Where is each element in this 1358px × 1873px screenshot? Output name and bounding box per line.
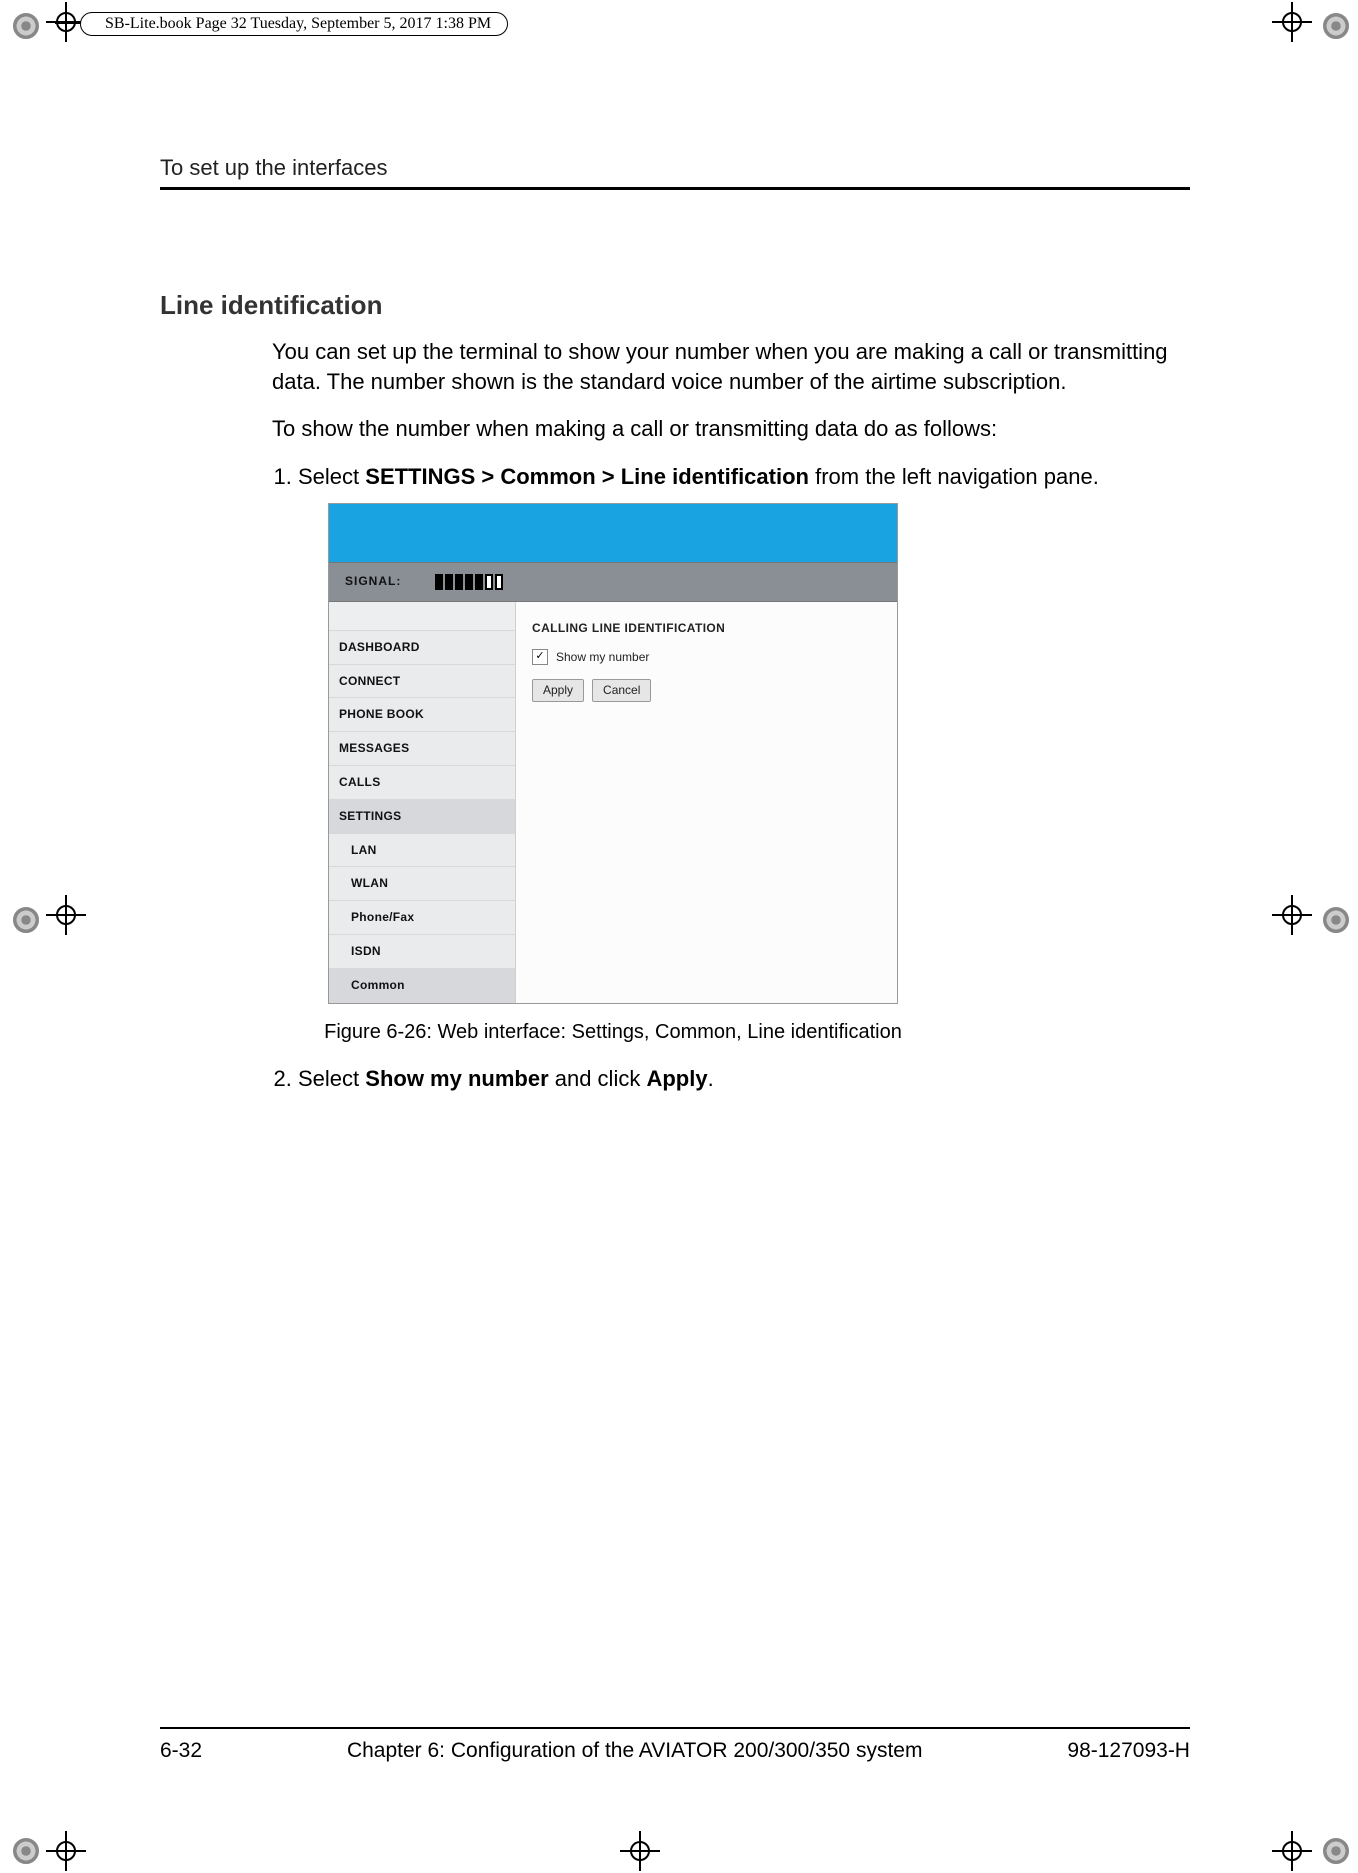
crop-target xyxy=(1272,2,1312,42)
steps-list: Select SETTINGS > Common > Line identifi… xyxy=(272,462,1172,1094)
apply-button[interactable]: Apply xyxy=(532,679,584,702)
cancel-button[interactable]: Cancel xyxy=(592,679,651,702)
show-my-number-row: ✓ Show my number xyxy=(532,649,881,666)
nav-isdn[interactable]: ISDN xyxy=(329,935,515,969)
step-text: from the left navigation pane. xyxy=(809,464,1099,489)
signal-label: SIGNAL: xyxy=(345,573,401,590)
crop-target xyxy=(1272,895,1312,935)
pane-heading: CALLING LINE IDENTIFICATION xyxy=(532,620,881,637)
web-interface-screenshot: SIGNAL: DASHBOARD CONNECT P xyxy=(328,503,898,1004)
crop-target xyxy=(1272,1831,1312,1871)
nav-common[interactable]: Common xyxy=(329,969,515,1003)
nav-lan[interactable]: LAN xyxy=(329,834,515,868)
crop-target xyxy=(620,1831,660,1871)
nav-phonefax[interactable]: Phone/Fax xyxy=(329,901,515,935)
button-row: Apply Cancel xyxy=(532,679,881,702)
page-footer: 6-32 Chapter 6: Configuration of the AVI… xyxy=(160,1727,1190,1763)
section-title: Line identification xyxy=(160,290,1190,321)
crop-target xyxy=(46,895,86,935)
crop-mark xyxy=(1316,900,1352,936)
page: SB-Lite.book Page 32 Tuesday, September … xyxy=(0,0,1358,1873)
step-2: Select Show my number and click Apply. xyxy=(298,1064,1172,1095)
step-text: Select xyxy=(298,464,365,489)
nav-messages[interactable]: MESSAGES xyxy=(329,732,515,766)
crop-mark xyxy=(6,900,42,936)
paragraph: To show the number when making a call or… xyxy=(272,414,1172,444)
nav-phonebook[interactable]: PHONE BOOK xyxy=(329,698,515,732)
file-tag: SB-Lite.book Page 32 Tuesday, September … xyxy=(80,12,508,36)
crop-mark xyxy=(6,6,42,42)
nav-wlan[interactable]: WLAN xyxy=(329,867,515,901)
show-my-number-label: Show my number xyxy=(556,649,649,666)
step-text: Select xyxy=(298,1066,365,1091)
nav-connect[interactable]: CONNECT xyxy=(329,665,515,699)
footer-page-num: 6-32 xyxy=(160,1739,202,1763)
left-nav: DASHBOARD CONNECT PHONE BOOK MESSAGES CA… xyxy=(329,602,516,1003)
running-head: To set up the interfaces xyxy=(160,155,1190,190)
nav-spacer xyxy=(329,602,515,631)
signal-strength-icon xyxy=(435,574,503,590)
signal-bar: SIGNAL: xyxy=(329,562,897,602)
crop-mark xyxy=(1316,1831,1352,1867)
body-block: You can set up the terminal to show your… xyxy=(272,337,1172,1094)
footer-docnum: 98-127093-H xyxy=(1067,1739,1190,1763)
figure: SIGNAL: DASHBOARD CONNECT P xyxy=(328,503,898,1046)
crop-mark xyxy=(1316,6,1352,42)
step-1: Select SETTINGS > Common > Line identifi… xyxy=(298,462,1172,1046)
crop-mark xyxy=(6,1831,42,1867)
figure-caption: Figure 6-26: Web interface: Settings, Co… xyxy=(268,1018,958,1046)
shot-body: DASHBOARD CONNECT PHONE BOOK MESSAGES CA… xyxy=(329,602,897,1003)
titlebar xyxy=(329,504,897,562)
paragraph: You can set up the terminal to show your… xyxy=(272,337,1172,396)
step-text: and click xyxy=(549,1066,647,1091)
nav-settings[interactable]: SETTINGS xyxy=(329,800,515,834)
main-pane: CALLING LINE IDENTIFICATION ✓ Show my nu… xyxy=(516,602,897,1003)
crop-target xyxy=(46,1831,86,1871)
crop-line xyxy=(55,22,81,24)
nav-calls[interactable]: CALLS xyxy=(329,766,515,800)
content-area: To set up the interfaces Line identifica… xyxy=(160,155,1190,1116)
step-bold: Show my number xyxy=(365,1066,548,1091)
step-bold: Apply xyxy=(646,1066,707,1091)
nav-dashboard[interactable]: DASHBOARD xyxy=(329,631,515,665)
step-bold: SETTINGS > Common > Line identification xyxy=(365,464,809,489)
step-text: . xyxy=(708,1066,714,1091)
show-my-number-checkbox[interactable]: ✓ xyxy=(532,649,548,665)
footer-chapter: Chapter 6: Configuration of the AVIATOR … xyxy=(347,1739,923,1763)
